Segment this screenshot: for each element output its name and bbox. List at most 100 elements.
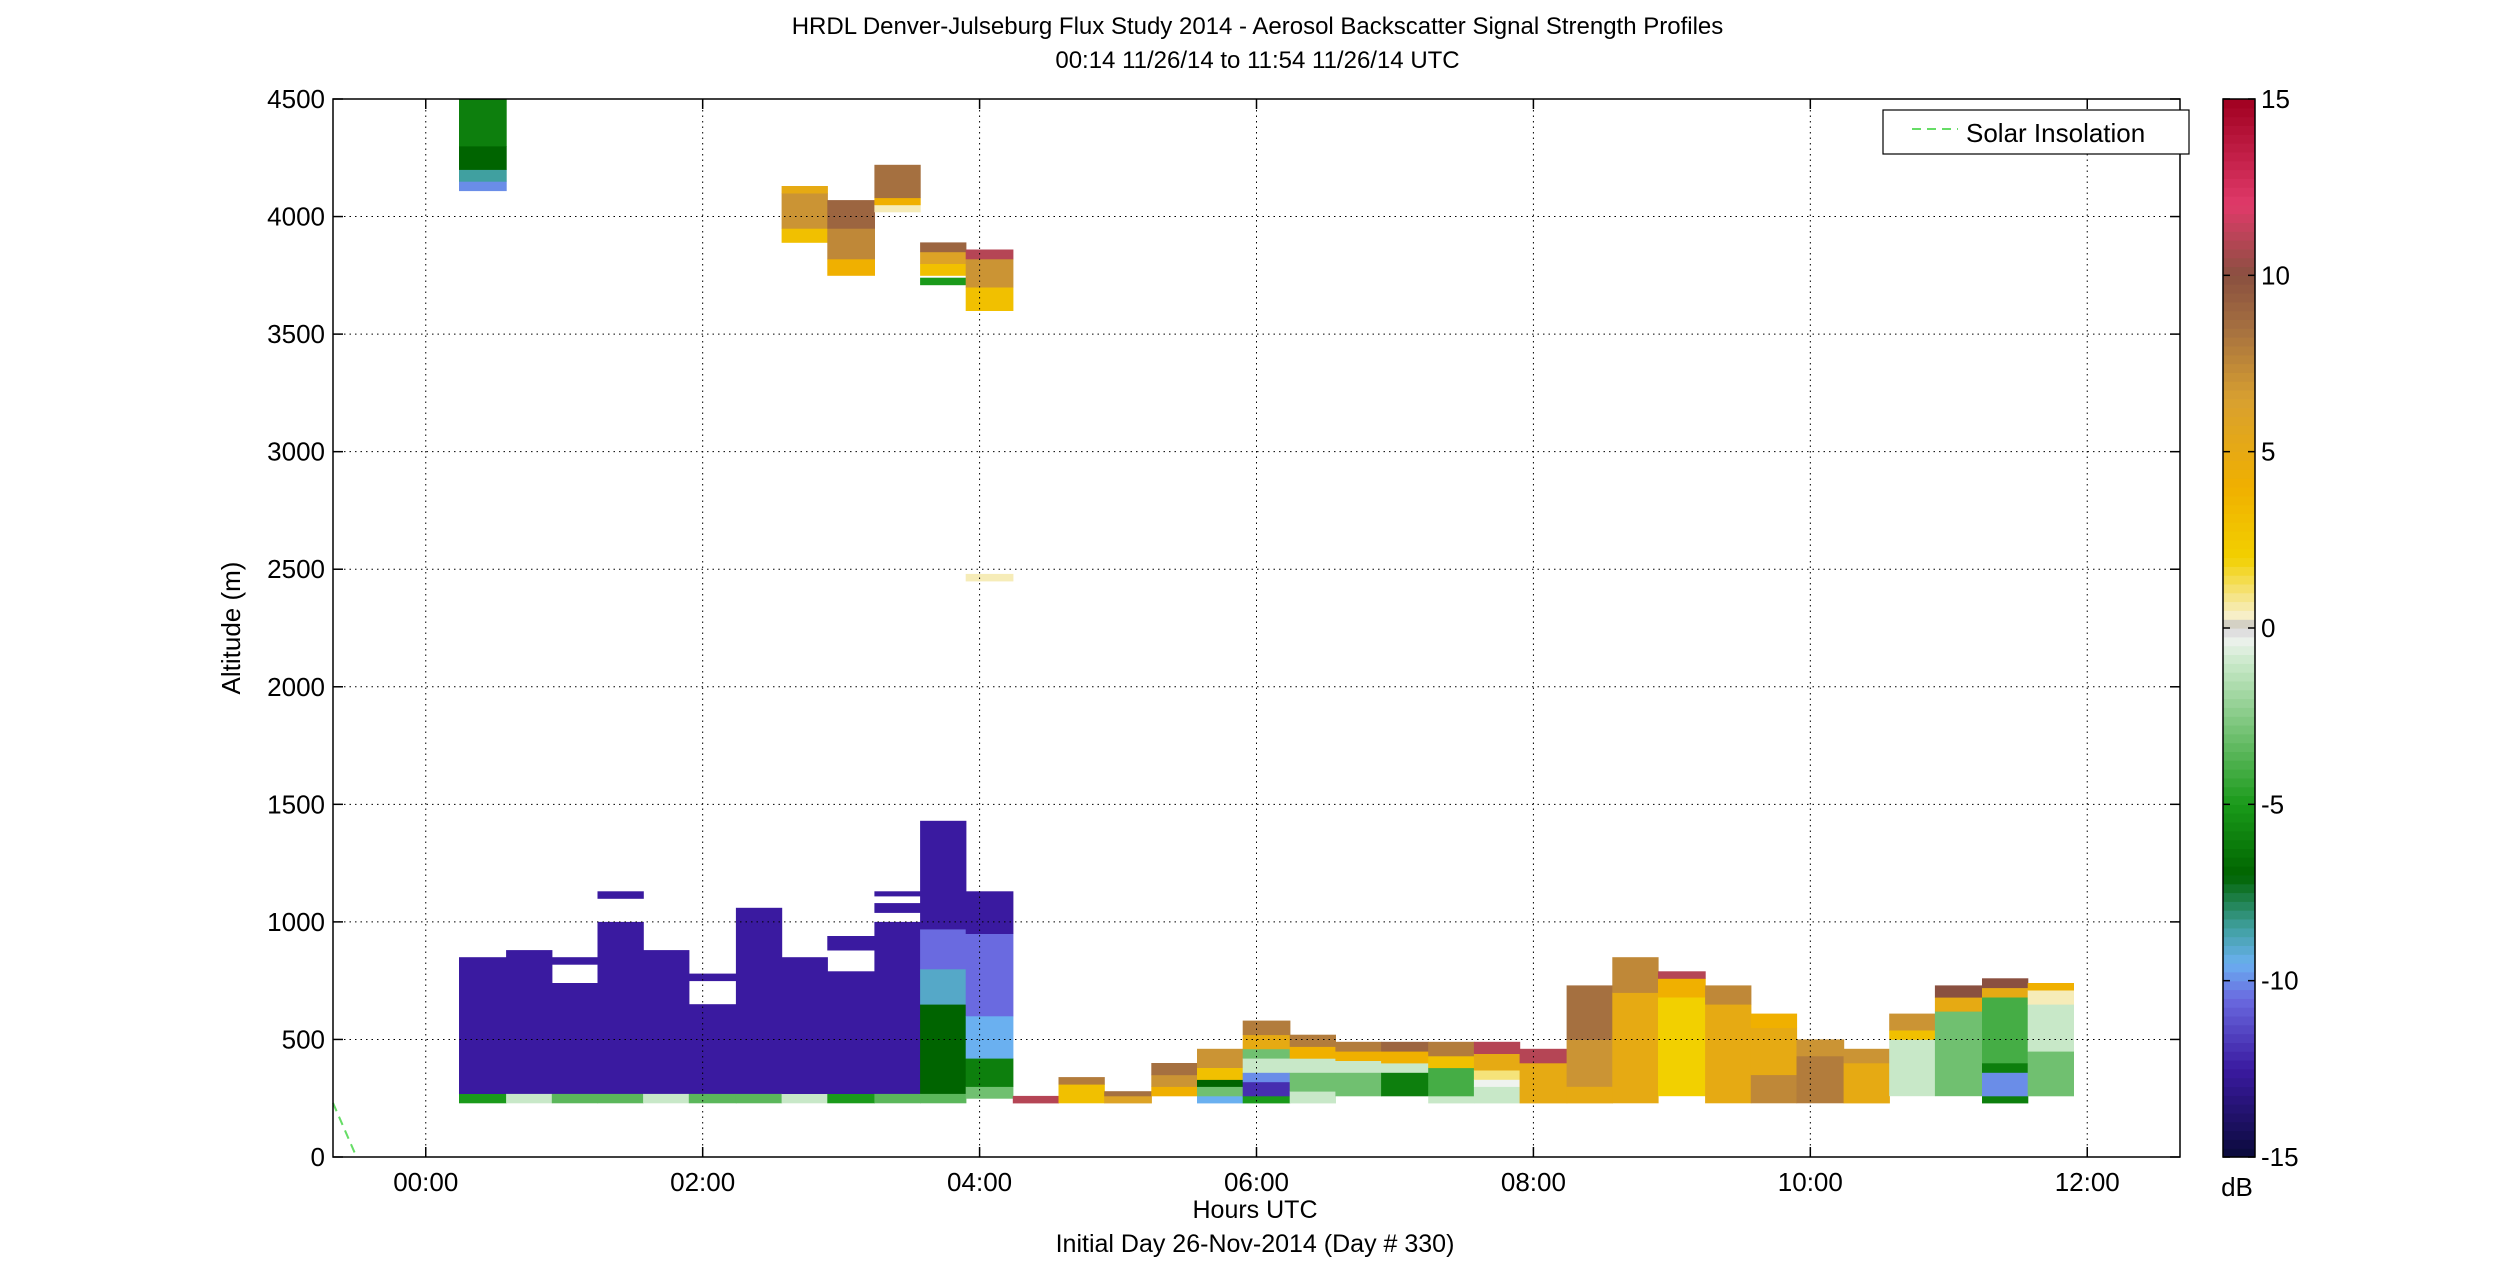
heatmap-cell bbox=[1151, 1063, 1198, 1076]
heatmap-cell bbox=[1197, 1067, 1244, 1080]
heatmap-cell bbox=[1104, 1095, 1152, 1104]
heatmap-cell bbox=[1012, 1095, 1060, 1104]
colorbar-swatch bbox=[2223, 248, 2255, 259]
heatmap-cell bbox=[1381, 1072, 1429, 1097]
heatmap-cell bbox=[1104, 1091, 1152, 1097]
colorbar-swatch bbox=[2223, 892, 2255, 902]
heatmap-cell bbox=[1197, 1048, 1244, 1068]
heatmap-cell bbox=[827, 936, 875, 951]
colorbar: -15 -10 -5 0 5 10 15 bbox=[2222, 84, 2299, 1172]
colorbar-swatch bbox=[2223, 698, 2255, 708]
heatmap-cell bbox=[827, 228, 875, 260]
x-tick-label: 10:00 bbox=[1778, 1167, 1843, 1197]
heatmap-cell bbox=[1289, 1046, 1336, 1059]
colorbar-swatch bbox=[2223, 398, 2255, 409]
heatmap-cell bbox=[1242, 1095, 1291, 1104]
colorbar-swatch bbox=[2223, 822, 2255, 832]
heatmap-cell bbox=[1519, 1048, 1568, 1064]
colorbar-tick-label: 5 bbox=[2261, 437, 2275, 467]
heatmap-cell bbox=[1473, 1070, 1521, 1080]
colorbar-swatch bbox=[2223, 980, 2255, 991]
heatmap-cell bbox=[920, 820, 967, 930]
y-tick-label: 2000 bbox=[267, 672, 325, 702]
colorbar-swatch bbox=[2223, 1024, 2255, 1035]
colorbar-swatch bbox=[2223, 689, 2255, 700]
colorbar-swatch bbox=[2223, 275, 2255, 285]
heatmap-cell bbox=[920, 251, 967, 264]
colorbar-swatch bbox=[2223, 874, 2255, 885]
colorbar-swatch bbox=[2223, 539, 2255, 550]
heatmap-cell bbox=[1934, 985, 1983, 998]
colorbar-swatch bbox=[2223, 1148, 2255, 1158]
x-axis-label: Hours UTC bbox=[1192, 1196, 1318, 1224]
heatmap-cell bbox=[874, 197, 921, 206]
colorbar-swatch bbox=[2223, 337, 2255, 347]
colorbar-swatch bbox=[2223, 160, 2255, 171]
heatmap-cell bbox=[1796, 1055, 1845, 1104]
heatmap-cell bbox=[1242, 1058, 1291, 1073]
heatmap-cell bbox=[1289, 1034, 1336, 1047]
heatmap-cell bbox=[1197, 1079, 1244, 1087]
x-tick-label: 00:00 bbox=[393, 1167, 458, 1197]
heatmap-cell bbox=[874, 204, 921, 213]
heatmap-cell bbox=[1335, 1072, 1382, 1097]
heatmap-cell bbox=[1982, 1095, 2029, 1104]
heatmap-cell bbox=[874, 1093, 921, 1104]
colorbar-swatch bbox=[2223, 1130, 2255, 1140]
colorbar-swatch bbox=[2223, 998, 2255, 1008]
colorbar-swatch bbox=[2223, 971, 2255, 982]
heatmap-cell bbox=[781, 228, 828, 243]
heatmap-cell bbox=[597, 1093, 644, 1104]
colorbar-tick-label: 0 bbox=[2261, 613, 2275, 643]
chart-subtitle: 00:14 11/26/14 to 11:54 11/26/14 UTC bbox=[1055, 47, 1460, 74]
colorbar-swatch bbox=[2223, 442, 2255, 453]
heatmap-cell bbox=[1335, 1051, 1382, 1061]
x-tick-label: 04:00 bbox=[947, 1167, 1012, 1197]
heatmap-cell bbox=[920, 263, 967, 276]
colorbar-swatch bbox=[2223, 522, 2255, 532]
x-tick-label: 02:00 bbox=[670, 1167, 735, 1197]
heatmap-cell bbox=[551, 1093, 599, 1104]
colorbar-swatch bbox=[2223, 196, 2255, 206]
colorbar-swatch bbox=[2223, 125, 2255, 135]
colorbar-swatch bbox=[2223, 504, 2255, 514]
heatmap-cells bbox=[459, 99, 2074, 1104]
y-tick-label: 4500 bbox=[267, 84, 325, 114]
colorbar-swatch bbox=[2223, 963, 2255, 973]
heatmap-cell bbox=[688, 973, 737, 982]
axis-ticks: 00:00 02:00 04:00 06:00 08:00 10:00 12:00 0 500 1… bbox=[267, 84, 2180, 1197]
heatmap-cell bbox=[1242, 1081, 1291, 1097]
colorbar-swatch bbox=[2223, 592, 2255, 603]
y-tick-label: 1500 bbox=[267, 789, 325, 819]
colorbar-swatch bbox=[2223, 936, 2255, 946]
colorbar-swatch bbox=[2223, 1112, 2255, 1123]
colorbar-swatch bbox=[2223, 451, 2255, 462]
heatmap-cell bbox=[965, 1086, 1014, 1099]
colorbar-swatch bbox=[2223, 1077, 2255, 1088]
heatmap-cell bbox=[1982, 987, 2029, 998]
heatmap-cell bbox=[1566, 985, 1613, 1040]
colorbar-swatch bbox=[2223, 619, 2255, 629]
colorbar-swatch bbox=[2223, 1121, 2255, 1132]
colorbar-swatch bbox=[2223, 143, 2255, 153]
colorbar-swatch bbox=[2223, 636, 2255, 647]
colorbar-swatch bbox=[2223, 345, 2255, 356]
y-tick-label: 1000 bbox=[267, 907, 325, 937]
heatmap-cell bbox=[1289, 1091, 1336, 1104]
heatmap-cell bbox=[965, 933, 1014, 1017]
colorbar-swatch bbox=[2223, 716, 2255, 726]
heatmap-cell bbox=[688, 1093, 737, 1104]
heatmap-cell bbox=[1750, 1027, 1798, 1076]
colorbar-swatch bbox=[2223, 910, 2255, 920]
colorbar-swatch bbox=[2223, 1051, 2255, 1061]
colorbar-swatch bbox=[2223, 857, 2255, 867]
heatmap-cell bbox=[2027, 983, 2074, 991]
colorbar-swatch bbox=[2223, 557, 2255, 567]
colorbar-swatch bbox=[2223, 654, 2255, 664]
colorbar-swatch bbox=[2223, 742, 2255, 752]
colorbar-swatch bbox=[2223, 116, 2255, 126]
heatmap-cell bbox=[597, 921, 644, 1094]
heatmap-cell bbox=[1889, 1039, 1936, 1097]
heatmap-cell bbox=[1473, 1053, 1521, 1071]
colorbar-swatch bbox=[2223, 187, 2255, 197]
